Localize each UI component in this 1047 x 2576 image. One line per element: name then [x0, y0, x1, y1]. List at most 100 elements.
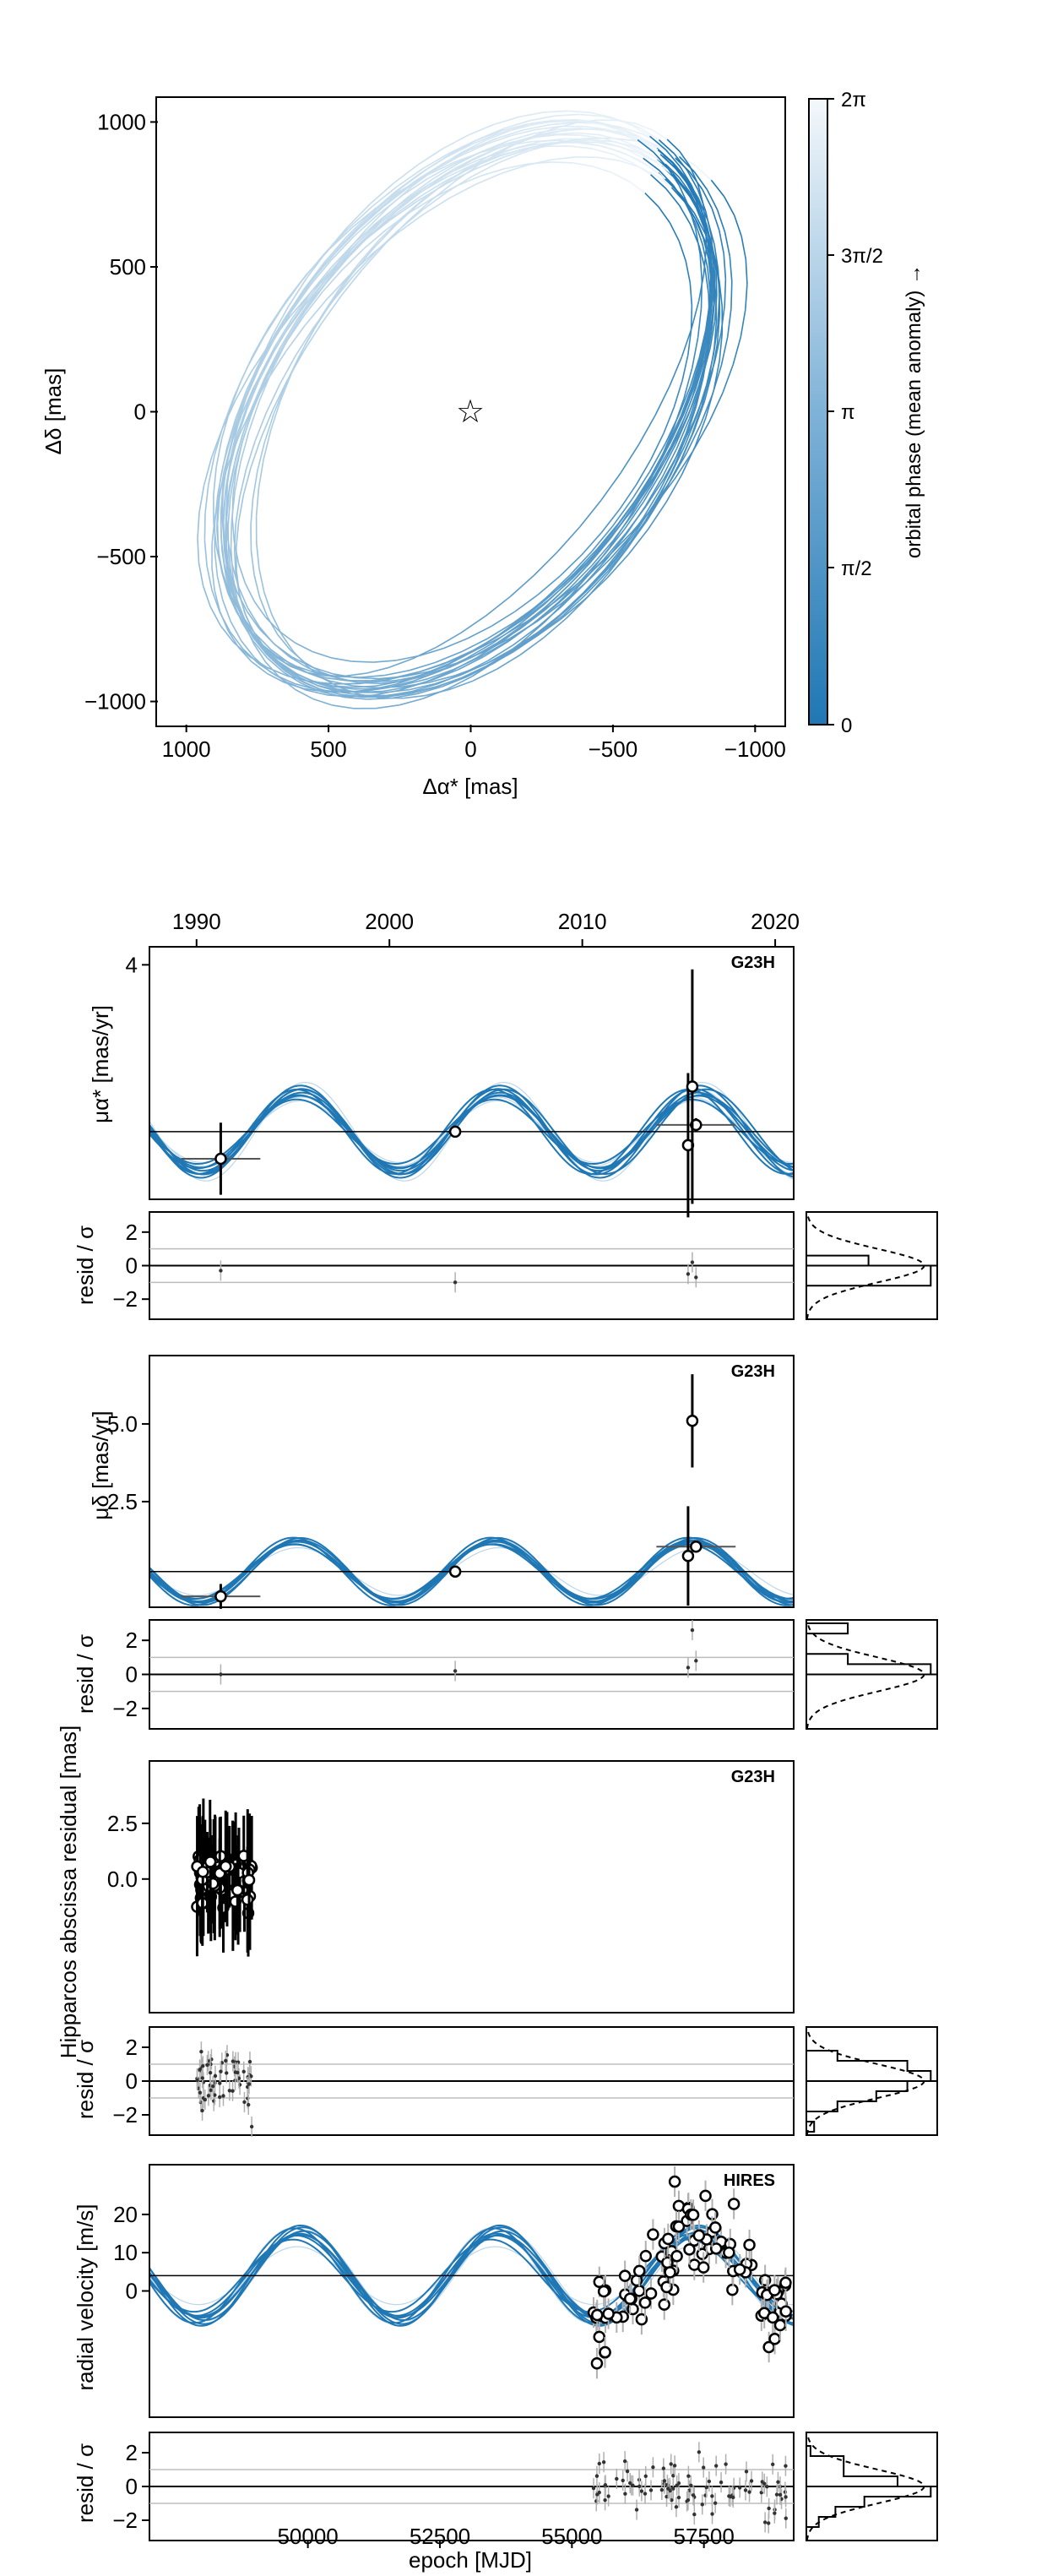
data-point: [690, 1541, 703, 1553]
data-point: [709, 2242, 723, 2255]
orbit-track-segment: [237, 646, 252, 662]
resid-point: [236, 2070, 240, 2075]
orbit-track-segment: [579, 499, 602, 528]
orbit-track-segment: [446, 649, 474, 664]
orbit-track-segment: [715, 270, 718, 296]
x-tick-label: −500: [589, 736, 638, 762]
epoch-x-axis-label: epoch [MJD]: [409, 2547, 532, 2573]
orbit-track-segment: [507, 637, 535, 654]
orbit-track-segment: [332, 273, 353, 301]
orbit-track-segment: [403, 184, 430, 204]
orbit-track-segment: [409, 661, 436, 671]
orbit-track-segment: [632, 162, 651, 176]
y-tick-label: −1000: [84, 689, 146, 715]
orbit-track-segment: [471, 660, 497, 677]
orbit-track-segment: [643, 143, 661, 155]
orbit-track-segment: [355, 223, 381, 247]
resid-point: [453, 1280, 458, 1285]
resid-point: [205, 2062, 209, 2068]
orbit-track-segment: [353, 251, 377, 277]
orbit-track-segment: [486, 622, 514, 639]
year-tick-label: 2000: [365, 909, 414, 934]
orbit-track-segment: [578, 113, 601, 117]
orbit-track-segment: [696, 384, 708, 416]
resid-point: [211, 2084, 215, 2089]
orbit-track-segment: [328, 227, 352, 251]
orbit-track-segment: [415, 686, 442, 695]
orbit-track-segment: [695, 228, 701, 254]
orbit-track-segment: [483, 640, 510, 658]
orbit-track-segment: [379, 202, 404, 225]
data-point: [733, 2263, 746, 2276]
orbit-track-segment: [689, 282, 693, 306]
orbit-track-segment: [285, 324, 306, 353]
orbit-track-segment: [665, 149, 681, 167]
orbit-track-segment: [336, 240, 361, 266]
resid-point: [639, 2489, 644, 2493]
orbit-track-segment: [713, 325, 719, 356]
hipparcos-panel: 0.0 2.5 2 0 −2: [107, 1760, 938, 2137]
orbit-track-segment: [675, 167, 689, 186]
orbit-track-segment: [703, 248, 708, 274]
orbit-track-segment: [351, 660, 374, 663]
orbit-track-segment: [603, 532, 627, 560]
orbit-track-segment: [581, 532, 602, 556]
orbit-track-segment: [552, 576, 578, 601]
resid-y-tick-label: −2: [112, 2102, 138, 2128]
orbit-track-segment: [727, 308, 732, 337]
orbit-track-segment: [285, 305, 306, 333]
epoch-tick-label: 50000: [277, 2524, 338, 2549]
orbit-track-segment: [225, 493, 231, 522]
orbit-track-segment: [678, 177, 692, 193]
orbit-track-segment: [286, 309, 306, 340]
resid-point: [659, 2487, 665, 2492]
orbit-track-segment: [402, 675, 426, 682]
orbit-track-segment: [653, 151, 669, 168]
orbit-track-segment: [211, 590, 220, 612]
orbit-track-segment: [590, 111, 612, 118]
orbit-track-segment: [361, 243, 386, 270]
orbit-track-segment: [643, 157, 660, 171]
orbit-track-segment: [229, 470, 236, 499]
resid-histogram: [806, 2030, 932, 2133]
resid-point: [241, 2069, 246, 2073]
orbit-track-segment: [306, 689, 328, 696]
model-curve: [149, 1094, 795, 1170]
orbit-track-segment: [226, 418, 236, 448]
orbit-track-segment: [609, 541, 632, 568]
resid-point: [221, 2094, 225, 2098]
data-point: [638, 2296, 652, 2309]
orbit-track-segment: [317, 684, 339, 692]
orbit-track-segment: [363, 229, 387, 250]
orbit-track-segment: [706, 224, 713, 248]
orbit-track-segment: [687, 205, 697, 230]
orbit-track-segment: [375, 187, 401, 211]
resid-point: [710, 2512, 714, 2516]
orbit-track-segment: [666, 139, 681, 152]
orbit-track-segment: [284, 670, 303, 682]
model-curve: [149, 2234, 795, 2317]
orbit-track-segment: [235, 497, 241, 524]
orbit-track-segment: [279, 677, 296, 691]
orbit-track-segment: [331, 685, 355, 690]
orbit-track-segment: [232, 575, 238, 601]
orbit-track-segment: [692, 356, 702, 386]
orbit-track-segment: [580, 134, 604, 139]
data-point: [672, 2220, 686, 2233]
orbit-track-segment: [485, 134, 512, 146]
orbit-track-segment: [671, 161, 686, 178]
orbit-track-segment: [613, 154, 633, 164]
orbit-track-segment: [230, 621, 242, 641]
orbit-track-segment: [365, 206, 389, 231]
data-point: [203, 1856, 217, 1868]
orbit-track-segment: [681, 328, 692, 358]
hipparcos-y-axis-label: Hipparcos abscissa residual [mas]: [56, 1725, 81, 2059]
orbit-track-segment: [692, 337, 699, 368]
orbit-track-segment: [719, 230, 724, 254]
orbit-track-segment: [669, 356, 683, 387]
orbit-track-segment: [268, 331, 286, 361]
orbit-track-segment: [573, 548, 598, 574]
orbit-track-segment: [670, 444, 686, 476]
resid-point: [247, 2059, 252, 2064]
orbit-track-segment: [235, 372, 252, 401]
